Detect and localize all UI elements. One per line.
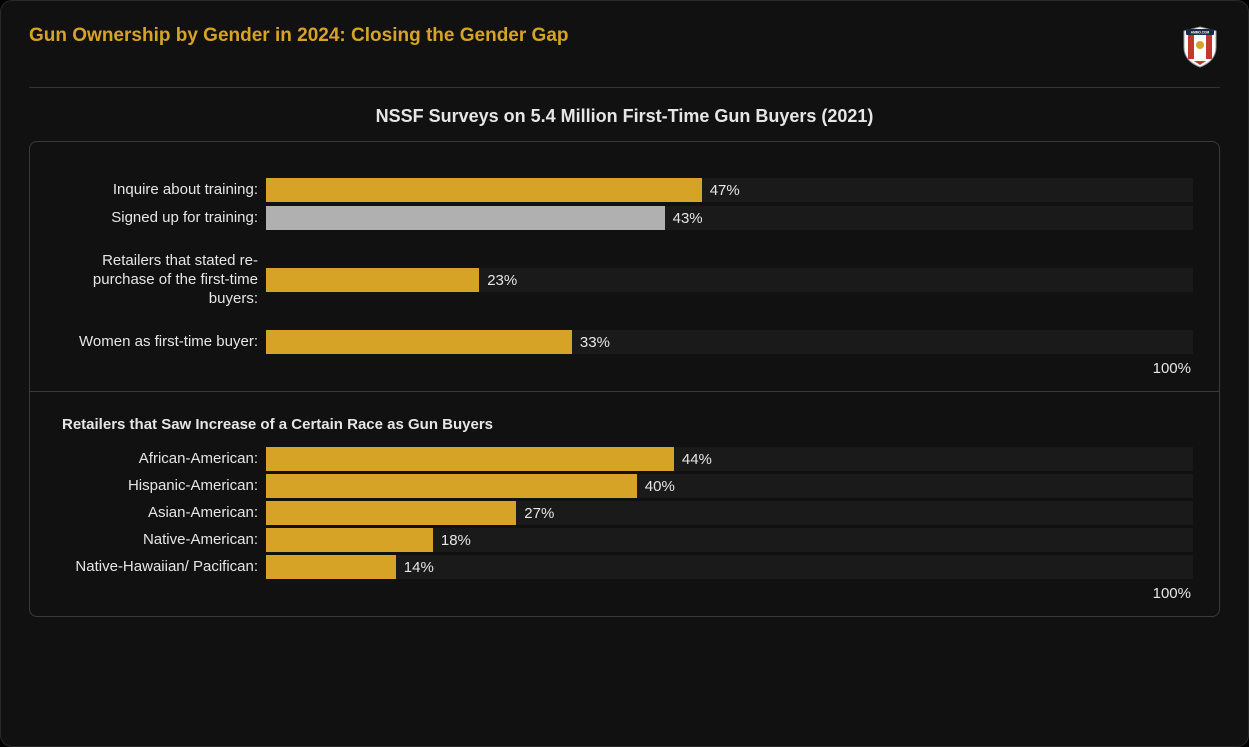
bar-value: 23% <box>487 272 517 289</box>
bar-fill <box>266 268 479 292</box>
bottom-panel-subtitle: Retailers that Saw Increase of a Certain… <box>62 416 1193 433</box>
bar-fill <box>266 474 637 498</box>
top-panel: Inquire about training: 47% Signed up for … <box>30 142 1219 392</box>
bar-track: 14% <box>266 555 1193 579</box>
svg-text:AMMO.COM: AMMO.COM <box>1191 31 1210 35</box>
bar-value: 18% <box>441 532 471 549</box>
bar-row: Retailers that stated re-purchase of the… <box>56 252 1193 308</box>
bar-track: 18% <box>266 528 1193 552</box>
bar-label: Native-American: <box>56 531 266 550</box>
header: Gun Ownership by Gender in 2024: Closing… <box>29 25 1220 88</box>
bar-value: 33% <box>580 334 610 351</box>
bar-label: Asian-American: <box>56 504 266 523</box>
bar-value: 47% <box>710 182 740 199</box>
bar-row: Hispanic-American: 40% <box>56 474 1193 498</box>
bottom-panel: Retailers that Saw Increase of a Certain… <box>30 392 1219 616</box>
bar-value: 14% <box>404 559 434 576</box>
brand-logo-icon: AMMO.COM <box>1180 25 1220 69</box>
bar-value: 27% <box>524 505 554 522</box>
bar-fill <box>266 206 665 230</box>
bar-row: Women as first-time buyer: 33% <box>56 330 1193 354</box>
bar-label: Women as first-time buyer: <box>56 333 266 352</box>
bar-track: 47% <box>266 178 1193 202</box>
bar-row: Inquire about training: 47% <box>56 178 1193 202</box>
bar-track: 23% <box>266 268 1193 292</box>
bar-track: 40% <box>266 474 1193 498</box>
bar-value: 44% <box>682 451 712 468</box>
bar-track: 27% <box>266 501 1193 525</box>
bar-fill <box>266 178 702 202</box>
chart-card: Gun Ownership by Gender in 2024: Closing… <box>0 0 1249 747</box>
bar-fill <box>266 528 433 552</box>
bar-fill <box>266 555 396 579</box>
bar-label: Inquire about training: <box>56 181 266 200</box>
bar-row: African-American: 44% <box>56 447 1193 471</box>
bar-row: Signed up for training: 43% <box>56 206 1193 230</box>
axis-max-top: 100% <box>56 360 1193 377</box>
bar-row: Native-Hawaiian/ Pacifican: 14% <box>56 555 1193 579</box>
bar-label: African-American: <box>56 450 266 469</box>
bar-label: Retailers that stated re-purchase of the… <box>56 252 266 308</box>
axis-max-bottom: 100% <box>56 585 1193 602</box>
bar-track: 33% <box>266 330 1193 354</box>
bar-fill <box>266 447 674 471</box>
bar-row: Asian-American: 27% <box>56 501 1193 525</box>
bar-track: 43% <box>266 206 1193 230</box>
bar-fill <box>266 501 516 525</box>
bar-value: 40% <box>645 478 675 495</box>
bar-fill <box>266 330 572 354</box>
bar-value: 43% <box>673 210 703 227</box>
bar-track: 44% <box>266 447 1193 471</box>
chart-title: NSSF Surveys on 5.4 Million First-Time G… <box>29 106 1220 127</box>
page-title: Gun Ownership by Gender in 2024: Closing… <box>29 25 569 47</box>
bar-label: Hispanic-American: <box>56 477 266 496</box>
chart-frame: Inquire about training: 47% Signed up for … <box>29 141 1220 617</box>
bar-label: Signed up for training: <box>56 209 266 228</box>
bar-label: Native-Hawaiian/ Pacifican: <box>56 558 266 577</box>
bar-row: Native-American: 18% <box>56 528 1193 552</box>
